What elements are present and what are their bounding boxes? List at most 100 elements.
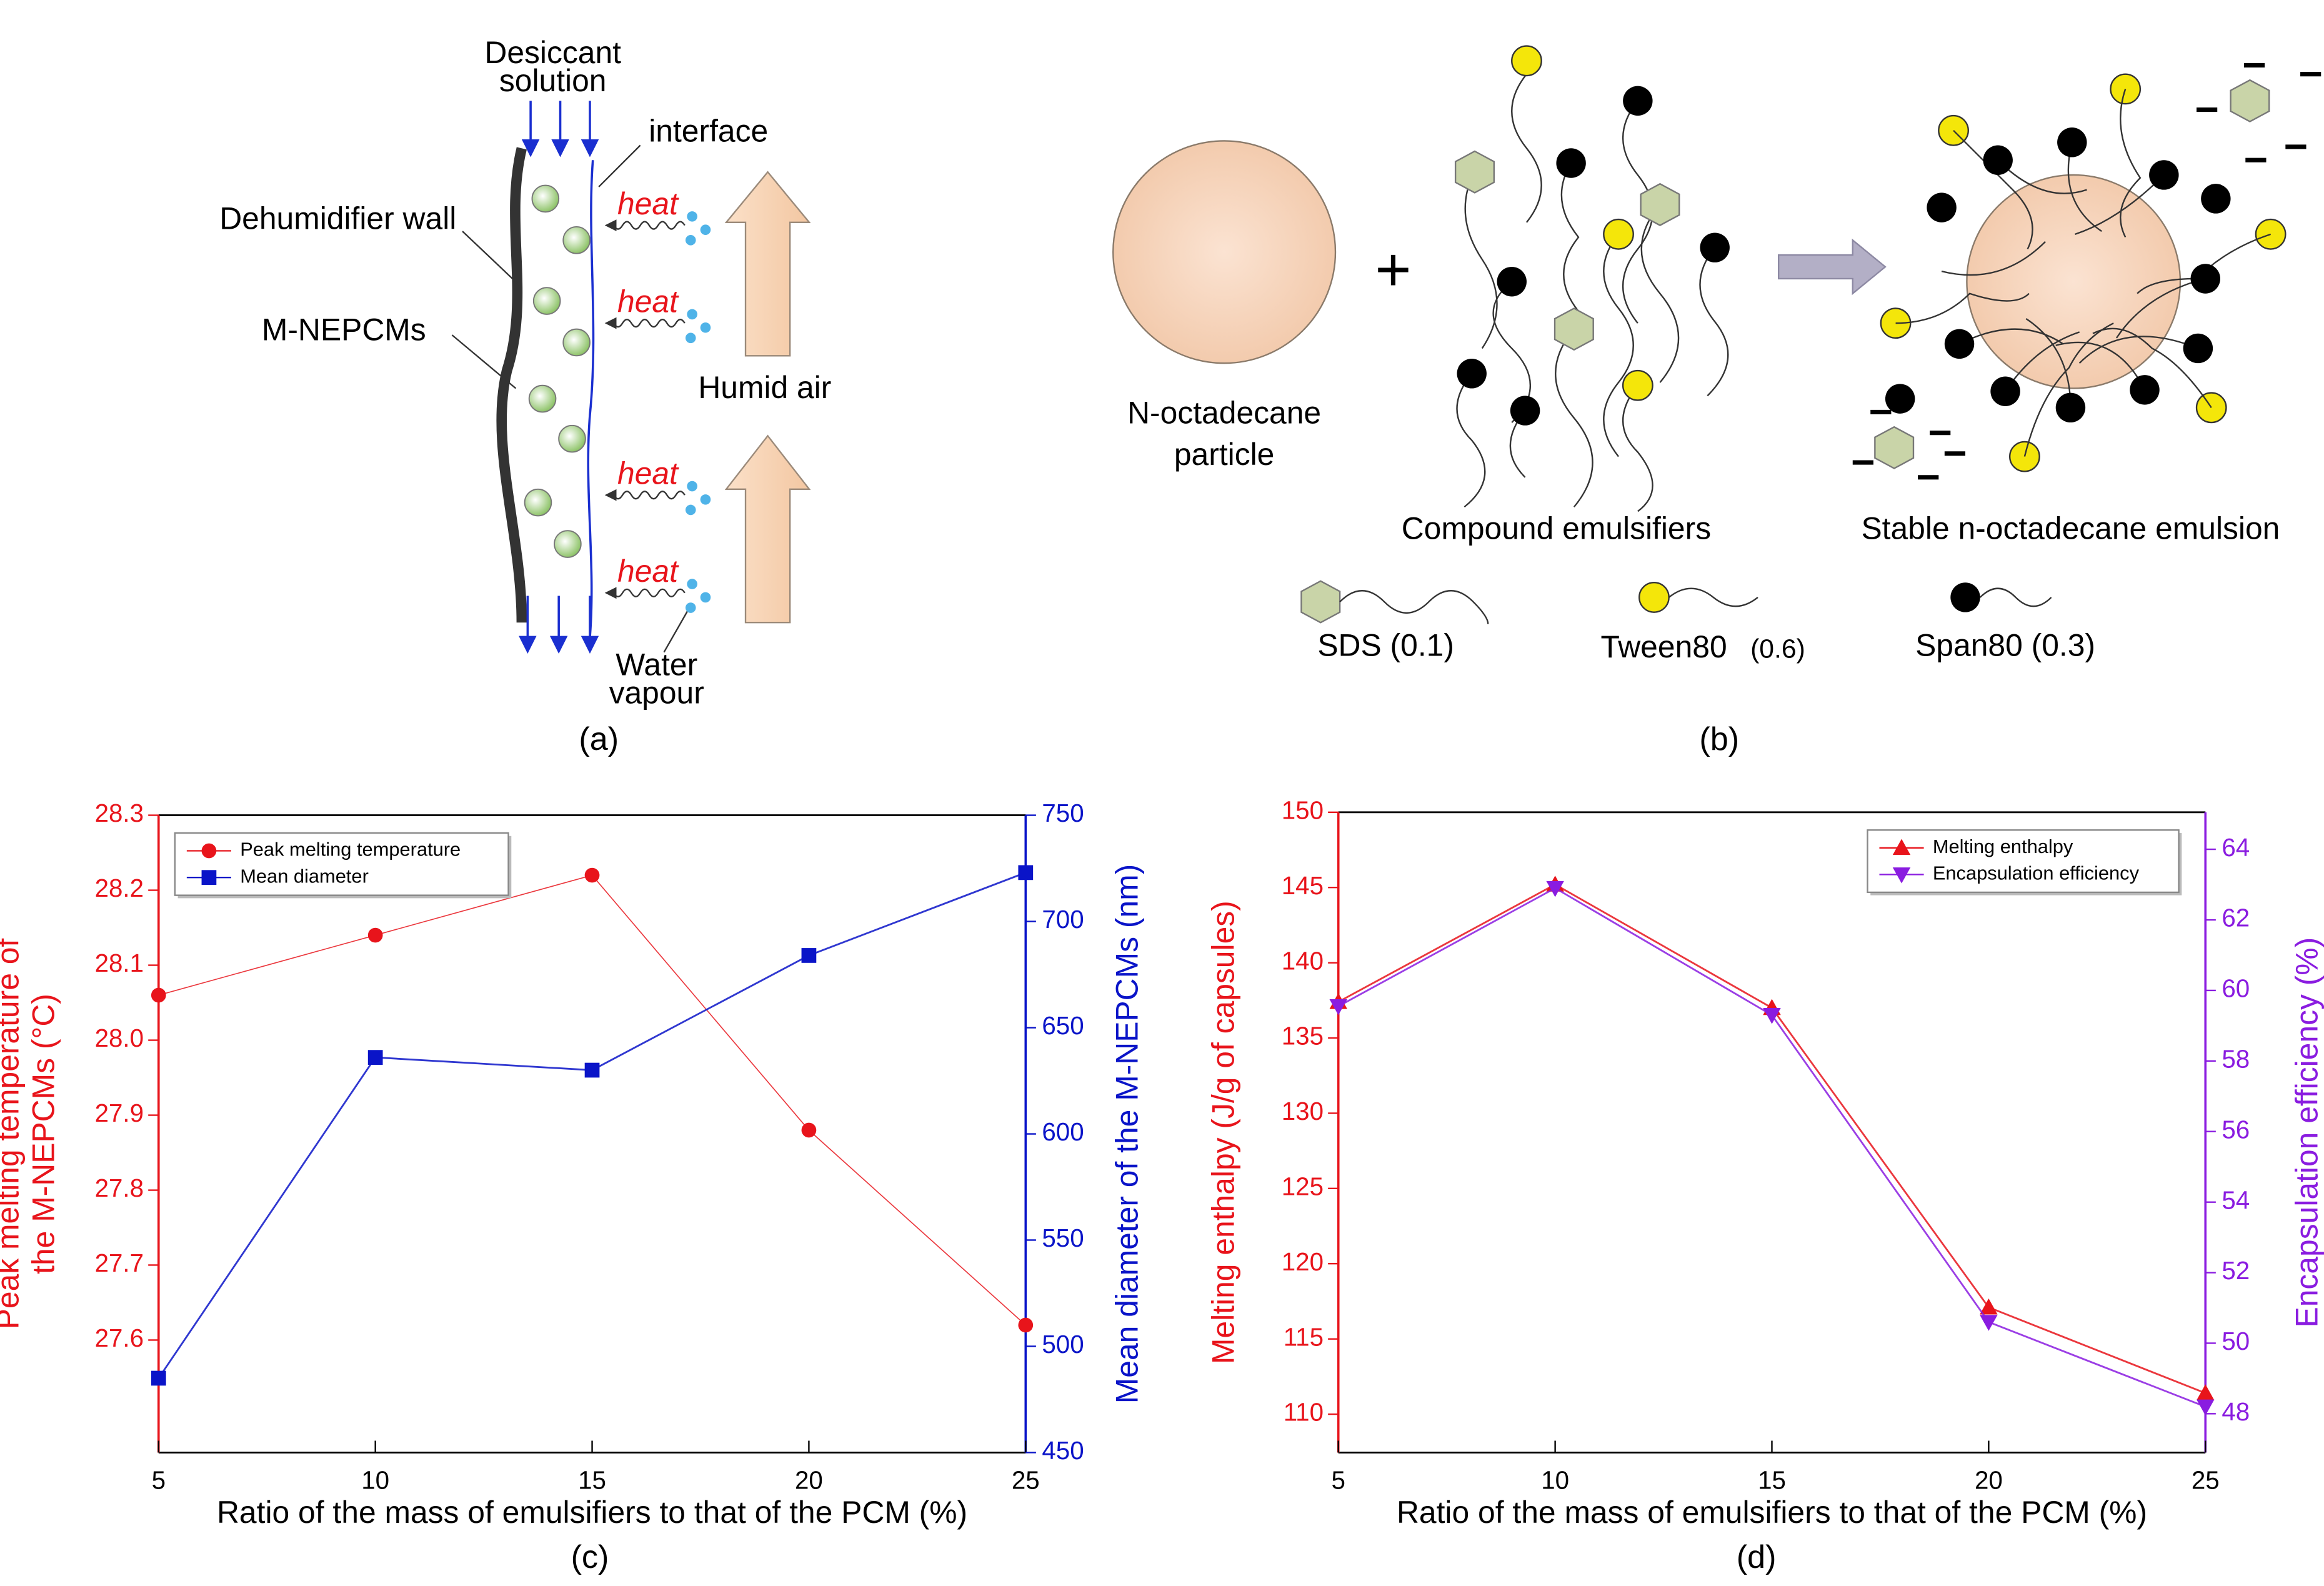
- y2-tick-label: 650: [1042, 1011, 1084, 1040]
- heat-label: heat: [617, 186, 679, 221]
- charges: [1852, 62, 2322, 480]
- label: Stable n-octadecane emulsion: [1861, 511, 2280, 546]
- y2-tick-label: 50: [2222, 1327, 2250, 1355]
- x-tick-label: 25: [2192, 1466, 2220, 1495]
- x-tick-label: 20: [1975, 1466, 2003, 1495]
- label: Tween80: [1601, 629, 1727, 664]
- y-tick-label: 28.3: [95, 799, 144, 827]
- y-tick-label: 150: [1282, 795, 1324, 824]
- x-tick-label: 5: [1332, 1466, 1345, 1495]
- heat-label: heat: [617, 284, 679, 319]
- series-line: [158, 874, 1026, 1326]
- x-tick-label: 20: [795, 1466, 823, 1495]
- marker: [1546, 880, 1564, 897]
- droplets: [685, 211, 711, 613]
- chart: 5 10 15 20 25 110 115 120 125 130 135 140 145 150 48 50…: [1206, 795, 2324, 1575]
- marker: [367, 927, 383, 943]
- legend-label: Melting enthalpy: [1933, 835, 2073, 857]
- y-tick-label: 28.2: [95, 874, 144, 902]
- label: vapour: [609, 676, 704, 711]
- flow-arrows: [519, 101, 599, 654]
- legend-label: Peak melting temperature: [240, 839, 461, 860]
- sds-heads: [1300, 79, 2270, 624]
- y2-tick-label: 52: [2222, 1256, 2250, 1285]
- y2-tick-label: 64: [2222, 833, 2250, 862]
- y2-tick-label: 60: [2222, 974, 2250, 1003]
- marker: [584, 1062, 600, 1078]
- marker: [1892, 839, 1911, 855]
- label: M-NEPCMs: [262, 312, 426, 347]
- y2-tick-label: 700: [1042, 905, 1084, 934]
- emulsion-span-heads: [1885, 127, 2231, 423]
- y-tick-label: 27.7: [95, 1249, 144, 1277]
- panel-label: (a): [579, 721, 619, 757]
- panel-label: (c): [571, 1539, 609, 1575]
- air-arrow: [724, 171, 811, 357]
- x-tick-label: 15: [1758, 1466, 1786, 1495]
- y2-tick-label: 550: [1042, 1224, 1084, 1252]
- marker: [1018, 865, 1034, 880]
- y-axis-label: the M-NEPCMs (°C): [26, 994, 61, 1274]
- y-tick-label: 120: [1282, 1247, 1324, 1276]
- marker: [1329, 999, 1347, 1015]
- y-tick-label: 140: [1282, 946, 1324, 975]
- process-arrow: [1777, 238, 1887, 296]
- y-tick-label: 135: [1282, 1022, 1324, 1050]
- marker: [201, 870, 217, 885]
- x-tick-label: 5: [152, 1466, 166, 1495]
- y-tick-label: 125: [1282, 1172, 1324, 1201]
- y2-axis-label: Mean diameter of the M-NEPCMs (nm): [1109, 864, 1144, 1404]
- y2-tick-label: 450: [1042, 1436, 1084, 1465]
- y2-tick-label: 600: [1042, 1117, 1084, 1146]
- marker: [367, 1050, 383, 1065]
- heat-label: heat: [617, 456, 679, 491]
- marker: [801, 948, 817, 963]
- label: Water: [616, 647, 697, 682]
- surfactants: [1456, 73, 1729, 512]
- label: N-octadecane: [1127, 395, 1321, 430]
- marker: [2197, 1399, 2215, 1416]
- label: SDS (0.1): [1317, 628, 1454, 663]
- label: Compound emulsifiers: [1402, 511, 1711, 546]
- y-tick-label: 28.1: [95, 949, 144, 977]
- y2-tick-label: 750: [1042, 799, 1084, 827]
- legend-tails: [1339, 587, 2052, 624]
- series-line: [1338, 883, 2206, 1394]
- tween-heads: [1511, 45, 2287, 613]
- legend-box: [1867, 829, 2180, 894]
- marker: [201, 843, 217, 859]
- label: Dehumidifier wall: [219, 201, 456, 236]
- y-tick-label: 27.6: [95, 1324, 144, 1352]
- x-tick-label: 25: [1012, 1466, 1040, 1495]
- x-axis-label: Ratio of the mass of emulsifiers to that…: [217, 1495, 967, 1530]
- y-tick-label: 110: [1284, 1398, 1324, 1427]
- oil-particle: [1112, 140, 1337, 364]
- legend-label: Encapsulation efficiency: [1933, 862, 2140, 884]
- y-tick-label: 115: [1284, 1322, 1324, 1351]
- x-axis-label: Ratio of the mass of emulsifiers to that…: [1397, 1495, 2147, 1530]
- emulsion-droplet: [1966, 174, 2182, 389]
- span-heads: [1457, 86, 1980, 612]
- panel-label: (d): [1737, 1539, 1777, 1575]
- panel-label: (b): [1699, 721, 1739, 757]
- marker: [1980, 1298, 1998, 1315]
- marker: [151, 987, 166, 1003]
- panel-b: N-octadecane particle + Compound emulsif…: [1112, 45, 2322, 757]
- x-tick-label: 10: [1541, 1466, 1569, 1495]
- marker: [584, 867, 600, 883]
- marker: [1763, 1008, 1781, 1024]
- x-tick-label: 10: [361, 1466, 389, 1495]
- marker: [1018, 1317, 1034, 1333]
- legend-label: Mean diameter: [240, 865, 369, 887]
- label: particle: [1174, 437, 1275, 472]
- y-tick-label: 130: [1282, 1097, 1324, 1125]
- marker: [801, 1122, 817, 1138]
- y-tick-label: 27.8: [95, 1174, 144, 1202]
- marker: [1892, 867, 1911, 884]
- y-tick-label: 27.9: [95, 1099, 144, 1127]
- y-axis-label: Peak melting temperature of: [0, 939, 26, 1330]
- chart: 5 10 15 20 25 27.6 27.7 27.8 27.9 28.0 28.1 28.2 28.…: [0, 799, 1144, 1575]
- panel-a: Desiccant solution interface Dehumidifie…: [219, 35, 831, 757]
- y2-tick-label: 48: [2222, 1397, 2250, 1426]
